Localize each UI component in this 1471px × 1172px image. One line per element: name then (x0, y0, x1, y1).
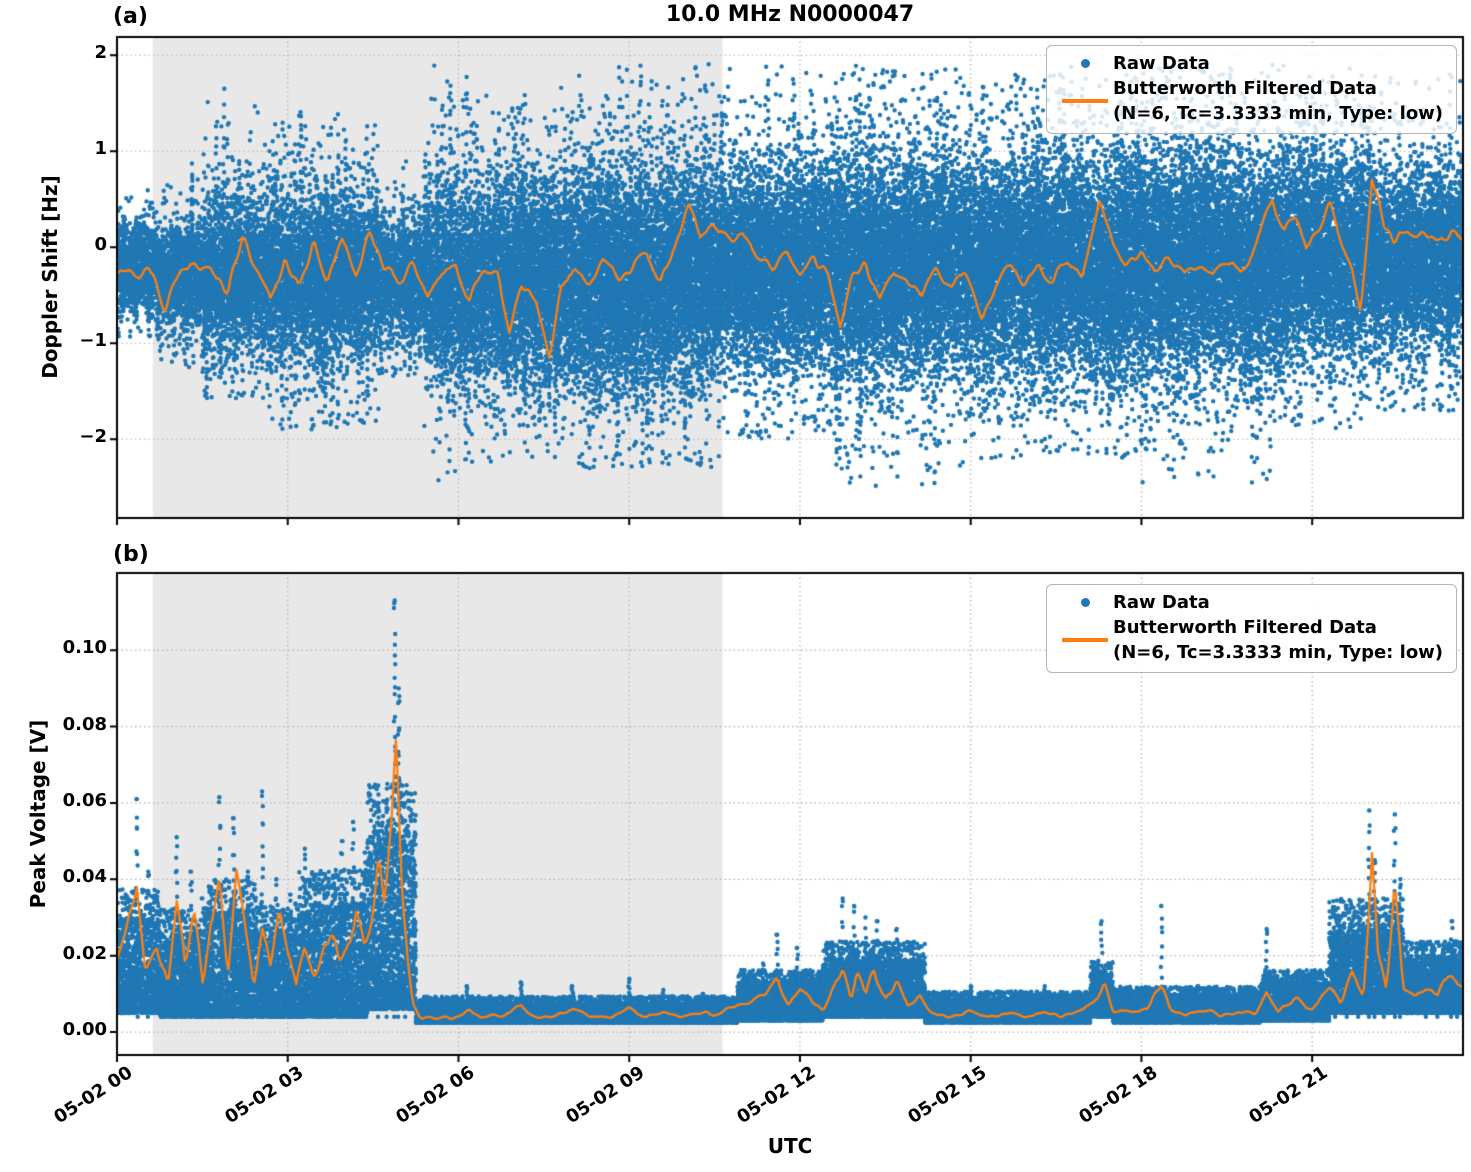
legend-raw-label: Raw Data (1113, 592, 1210, 613)
y-tick-label: 0.10 (62, 637, 107, 659)
raw-data-marker-icon (1057, 59, 1113, 68)
panel-a-label: (a) (113, 4, 148, 29)
y-tick-label: 0.02 (62, 942, 107, 964)
y-tick-label: 0.06 (62, 789, 107, 811)
raw-data-marker-icon (1057, 598, 1113, 607)
y-tick-label: 2 (94, 42, 107, 64)
legend-raw-label: Raw Data (1113, 53, 1210, 74)
legend-row-raw: Raw Data (1057, 590, 1446, 615)
legend-row-raw: Raw Data (1057, 51, 1446, 76)
legend-row-filtered: Butterworth Filtered Data (N=6, Tc=3.333… (1057, 615, 1446, 665)
legend-b: Raw Data Butterworth Filtered Data (N=6,… (1046, 584, 1457, 673)
chart-title: 10.0 MHz N0000047 (665, 2, 915, 27)
legend-filtered-line2: (N=6, Tc=3.3333 min, Type: low) (1113, 642, 1444, 663)
y-tick-label: 0.04 (62, 866, 107, 888)
panel-b-label: (b) (113, 542, 149, 567)
legend-filtered-label: Butterworth Filtered Data (N=6, Tc=3.333… (1113, 76, 1443, 126)
legend-row-filtered: Butterworth Filtered Data (N=6, Tc=3.333… (1057, 76, 1446, 126)
y-tick-label: −1 (79, 330, 107, 352)
x-axis-label: UTC (767, 1134, 813, 1158)
legend-filtered-line1: Butterworth Filtered Data (1113, 617, 1377, 638)
legend-filtered-label: Butterworth Filtered Data (N=6, Tc=3.333… (1113, 615, 1443, 665)
legend-filtered-line2: (N=6, Tc=3.3333 min, Type: low) (1113, 103, 1444, 124)
y-tick-label: 0.08 (62, 713, 107, 735)
legend-a: Raw Data Butterworth Filtered Data (N=6,… (1046, 45, 1457, 134)
filtered-data-marker-icon (1057, 99, 1113, 103)
legend-filtered-line1: Butterworth Filtered Data (1113, 78, 1377, 99)
y-tick-label: 1 (94, 138, 107, 160)
y-tick-label: −2 (79, 426, 107, 448)
filtered-data-marker-icon (1057, 638, 1113, 642)
y-tick-label: 0 (94, 234, 107, 256)
y-tick-label: 0.00 (62, 1019, 107, 1041)
